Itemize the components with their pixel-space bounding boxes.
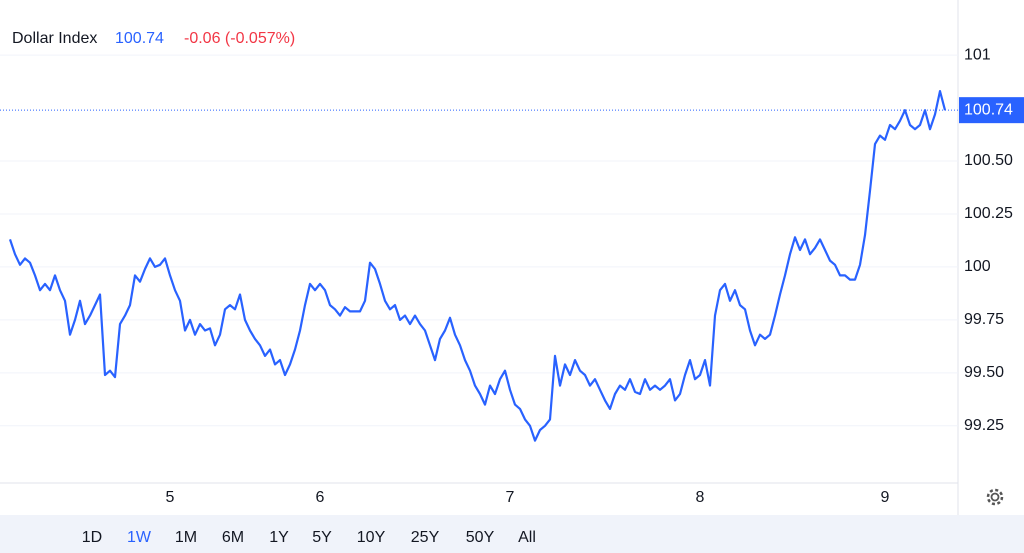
y-tick-label: 101 [964, 46, 991, 63]
range-button[interactable]: 5Y [312, 529, 332, 546]
range-button[interactable]: 1D [82, 529, 102, 546]
change: -0.06 (-0.057%) [184, 30, 295, 47]
range-bar [0, 515, 1024, 553]
range-button[interactable]: 1W [127, 529, 152, 546]
range-button[interactable]: 10Y [357, 529, 386, 546]
x-tick-label: 5 [166, 489, 175, 506]
settings-icon[interactable] [986, 488, 1004, 506]
y-tick-label: 100.50 [964, 152, 1013, 169]
range-button[interactable]: 1M [175, 529, 197, 546]
range-button[interactable]: All [518, 529, 536, 546]
y-tick-label: 100.25 [964, 205, 1013, 222]
y-tick-label: 100 [964, 258, 991, 275]
y-tick-label: 99.75 [964, 311, 1004, 328]
x-tick-label: 9 [881, 489, 890, 506]
x-tick-label: 6 [316, 489, 325, 506]
range-button[interactable]: 50Y [466, 529, 495, 546]
x-tick-label: 7 [506, 489, 515, 506]
range-button[interactable]: 1Y [269, 529, 289, 546]
price-line [8, 90, 947, 442]
y-tick-label: 99.50 [964, 364, 1004, 381]
last-price-box [959, 97, 1024, 124]
symbol-name: Dollar Index [12, 30, 97, 47]
y-tick-label: 99.25 [964, 417, 1004, 434]
range-button[interactable]: 25Y [411, 529, 440, 546]
last-value: 100.74 [115, 30, 164, 47]
last-price-label: 100.74 [964, 101, 1013, 118]
x-tick-label: 8 [696, 489, 705, 506]
range-button[interactable]: 6M [222, 529, 244, 546]
